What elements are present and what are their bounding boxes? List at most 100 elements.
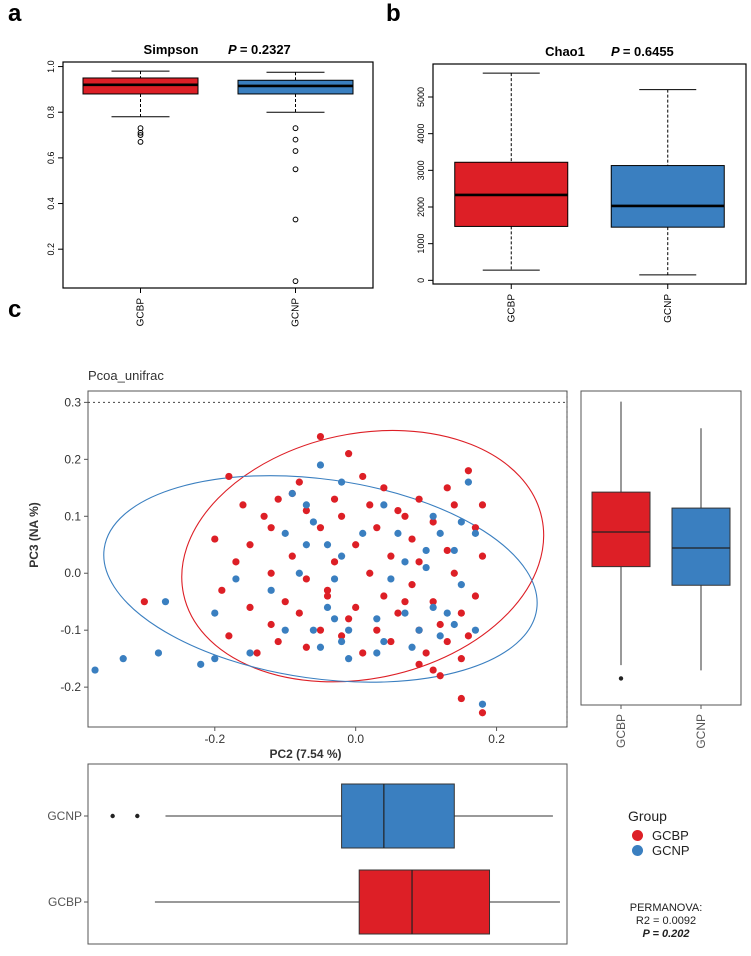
point-gcnp [415, 626, 423, 634]
point-gcbp [345, 450, 353, 458]
point-gcnp [302, 541, 310, 549]
permanova-r2: R2 = 0.0092 [635, 915, 697, 927]
point-gcbp [429, 666, 437, 674]
point-gcbp [337, 512, 346, 520]
point-gcbp [373, 524, 381, 532]
point-gcbp [429, 598, 437, 606]
point-gcbp [429, 518, 437, 526]
p-value: P = 0.6455 [611, 44, 674, 59]
point-gcbp [450, 501, 458, 509]
point-gcbp [352, 541, 360, 549]
point-gcbp [225, 632, 233, 640]
point-gcnp [450, 546, 458, 555]
outlier-point [292, 125, 299, 132]
plot-frame [62, 61, 374, 289]
point-gcbp [464, 632, 472, 640]
point-gcbp [394, 506, 402, 515]
point-gcnp [401, 609, 409, 617]
ellipse-gcnp [103, 475, 538, 683]
point-gcbp [471, 592, 480, 600]
y-tick-label: GCBP [48, 895, 82, 909]
point-gcnp [387, 575, 395, 583]
point-gcbp [450, 569, 458, 577]
y-tick-label: -0.2 [60, 680, 81, 694]
point-gcbp [415, 558, 423, 566]
point-gcbp [260, 512, 268, 520]
outlier-point [292, 148, 299, 154]
panel-label-a: a [8, 0, 22, 27]
point-gcnp [422, 546, 430, 555]
point-gcbp [302, 575, 310, 583]
point-gcbp [471, 524, 480, 532]
x-tick-label: 0.0 [347, 732, 364, 746]
point-gcbp [232, 558, 240, 566]
y-tick-label: 0.3 [64, 395, 81, 409]
point-gcnp [197, 660, 205, 668]
y-tick-label: 0.6 [46, 152, 56, 165]
point-gcnp [373, 649, 381, 657]
point-gcnp [373, 615, 381, 623]
right-boxplot-frame [580, 390, 742, 706]
point-gcbp [295, 478, 303, 486]
point-gcnp [281, 626, 289, 634]
outlier-point [135, 813, 140, 819]
point-gcbp [352, 603, 360, 612]
point-gcnp [91, 666, 99, 674]
point-gcbp [267, 620, 275, 629]
point-gcbp [359, 472, 367, 481]
y-axis-label: PC3 (NA %) [27, 502, 41, 568]
x-tick-label: GCNP [291, 298, 302, 327]
y-tick-label: 1000 [416, 234, 426, 254]
point-gcbp [457, 655, 465, 663]
point-gcbp [267, 569, 275, 577]
point-gcnp [267, 586, 275, 594]
point-gcbp [330, 495, 339, 503]
outlier-point [292, 166, 299, 173]
outlier-point [292, 216, 299, 223]
point-gcnp [211, 655, 219, 663]
point-gcnp [443, 609, 451, 617]
box-gcbp [591, 491, 651, 568]
y-tick-label: 4000 [416, 124, 426, 144]
legend-item-gcnp: GCNP [632, 843, 690, 858]
point-gcnp [316, 461, 325, 469]
panel-label-b: b [386, 0, 401, 27]
point-gcbp [337, 632, 346, 640]
legend-title: Group [628, 808, 667, 824]
point-gcbp [380, 484, 388, 492]
point-gcnp [457, 518, 465, 526]
p-value: P = 0.2327 [228, 42, 291, 57]
point-gcbp [239, 501, 247, 509]
point-gcbp [288, 552, 296, 560]
y-tick-label: 5000 [416, 87, 426, 107]
point-gcbp [225, 472, 233, 481]
point-gcnp [246, 649, 254, 657]
point-gcbp [457, 609, 465, 617]
legend-swatch-gcbp [632, 830, 643, 841]
box-gcnp [671, 507, 731, 586]
point-gcbp [401, 512, 409, 520]
chart-title: Simpson [144, 42, 199, 57]
point-gcbp [457, 694, 465, 703]
point-gcbp [387, 637, 395, 646]
point-gcbp [401, 598, 409, 606]
point-gcnp [232, 575, 240, 583]
bottom-boxplot-frame [87, 763, 568, 945]
point-gcbp [408, 581, 416, 589]
point-gcnp [471, 626, 480, 634]
point-gcnp [422, 563, 430, 572]
point-gcbp [246, 541, 254, 549]
point-gcbp [330, 558, 339, 566]
plot-frame [432, 63, 747, 285]
panel-label-c: c [8, 296, 22, 323]
point-gcnp [302, 501, 310, 509]
outlier-point [137, 129, 144, 136]
point-gcnp [436, 529, 444, 537]
point-gcnp [323, 603, 332, 612]
x-tick-label: GCBP [614, 714, 628, 748]
legend: GCBP GCNP [632, 828, 690, 858]
legend-label-gcnp: GCNP [652, 843, 690, 858]
point-gcnp [464, 478, 472, 486]
point-gcbp [436, 620, 444, 629]
point-gcbp [478, 501, 487, 509]
